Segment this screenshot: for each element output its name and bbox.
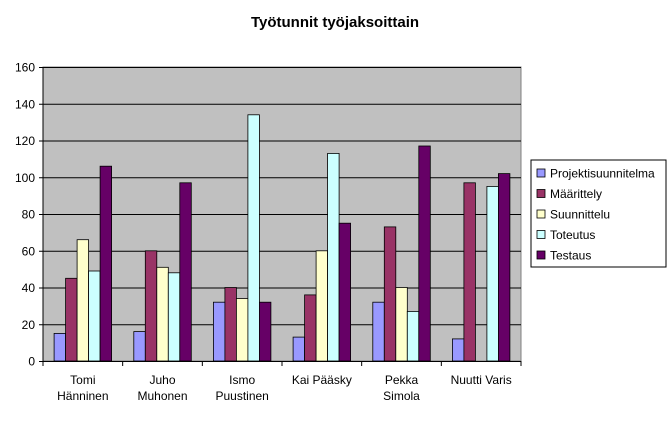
y-tick-label: 120 (15, 134, 35, 148)
legend-label: Suunnittelu (550, 208, 610, 222)
bar (235, 298, 249, 362)
x-tick-label: Ismo Puustinen (215, 373, 268, 403)
bar (65, 277, 78, 362)
bar (99, 165, 112, 362)
bar (212, 301, 226, 362)
axes: 0 20 40 60 80 100 120 140 160 Tomi Hänninen Juho Muh… (15, 61, 522, 403)
legend-label: Projektisuunnitelma (550, 167, 655, 181)
legend-swatch (536, 209, 546, 219)
bar (406, 310, 420, 362)
bar (76, 239, 89, 362)
legend-swatch (536, 168, 546, 178)
legend: Projektisuunnitelma Määrittely Suunnittelu… (530, 159, 667, 268)
legend-label: Toteutus (550, 228, 595, 242)
y-tick-label: 20 (22, 318, 36, 332)
bar (292, 336, 306, 362)
bar (167, 272, 181, 362)
bar (315, 250, 329, 362)
bar (486, 185, 499, 362)
bar (338, 222, 352, 362)
legend-box (530, 159, 667, 268)
bar (133, 331, 146, 362)
plot-area (42, 66, 522, 362)
bar (224, 287, 237, 362)
y-tick-label: 140 (15, 97, 35, 111)
y-tick-label: 40 (22, 281, 36, 295)
x-tick-label: Juho Muhonen (137, 373, 187, 403)
bar (179, 182, 192, 362)
legend-swatch (536, 189, 546, 198)
y-tick-label: 160 (15, 61, 35, 75)
legend-label: Testaus (550, 249, 591, 263)
bar (395, 287, 408, 362)
legend-swatch (536, 230, 546, 239)
x-tick-label: Kai Pääsky (292, 373, 352, 387)
x-tick-label: Tomi Hänninen (57, 373, 108, 403)
bar (88, 270, 101, 362)
bar (156, 266, 169, 362)
bar (258, 301, 272, 362)
bar (53, 332, 66, 362)
x-tick-label: Nuutti Varis (451, 373, 512, 387)
bar (372, 301, 385, 362)
bar (144, 250, 158, 362)
y-tick-label: 60 (22, 244, 36, 258)
legend-label: Määrittely (550, 187, 602, 201)
bar (463, 182, 476, 362)
y-tick-label: 100 (15, 171, 35, 185)
chart-title: Työtunnit työjaksoittain (251, 14, 419, 31)
x-tick-label: Pekka Simola (383, 373, 420, 403)
y-tick-label: 80 (22, 208, 36, 222)
legend-swatch (536, 250, 546, 260)
bar (451, 338, 465, 362)
bar (418, 145, 431, 362)
bar (383, 226, 397, 362)
bar (327, 152, 340, 362)
bar (497, 173, 511, 362)
bar (304, 294, 317, 362)
bar (247, 114, 260, 362)
y-tick-label: 0 (28, 355, 35, 369)
